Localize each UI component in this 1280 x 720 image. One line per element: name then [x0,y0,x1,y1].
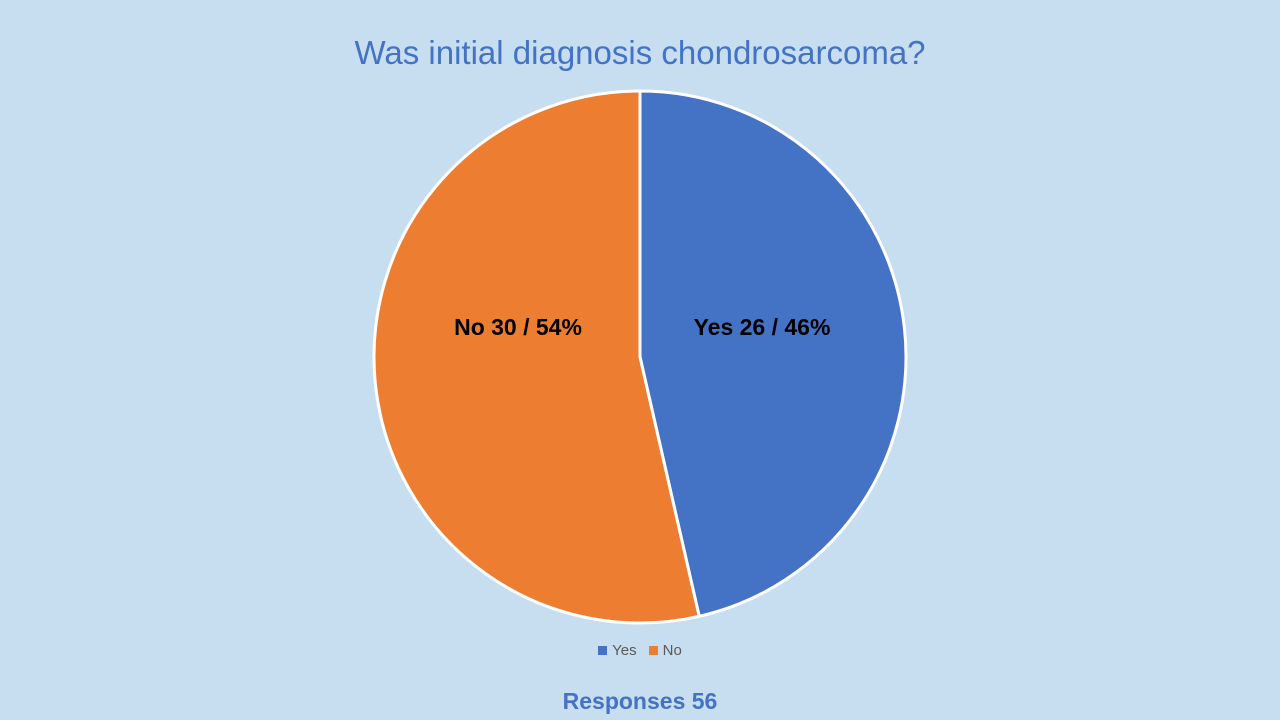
data-label-yes: Yes 26 / 46% [694,314,831,340]
legend-swatch-no [648,646,658,655]
legend-swatch-yes [598,646,608,655]
chart-legend: Yes No [0,642,1280,659]
legend-item-no: No [648,642,682,659]
pie-slice-no [372,89,701,625]
data-label-no: No 30 / 54% [454,314,582,340]
responses-count: Responses 56 [562,688,718,714]
legend-label-no: No [662,642,682,659]
pie-slice-yes [638,89,908,618]
legend-item-yes: Yes [598,642,637,659]
chart-title: Was initial diagnosis chondrosarcoma? [354,34,926,71]
legend-label-yes: Yes [612,642,637,659]
